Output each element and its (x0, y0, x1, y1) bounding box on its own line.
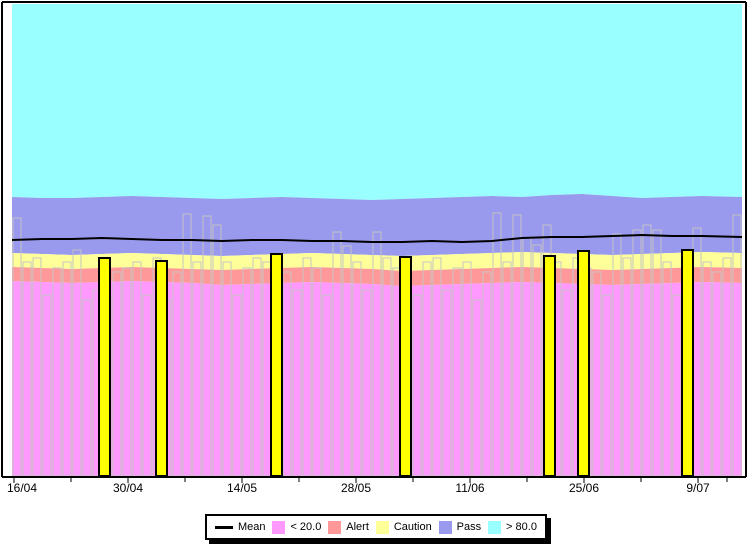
band-gt80 (12, 4, 742, 200)
x-axis-label: 30/04 (113, 481, 143, 495)
yellow-bar (681, 249, 694, 477)
legend-item-lt20: < 20.0 (272, 520, 322, 534)
caution-swatch (375, 520, 389, 534)
alert-swatch (328, 520, 342, 534)
legend-label: Alert (346, 520, 369, 533)
gt80-swatch (488, 520, 502, 534)
yellow-bar (399, 256, 412, 477)
legend-item-pass: Pass (438, 520, 482, 534)
mean-line (11, 233, 743, 244)
legend-item-caution: Caution (375, 520, 432, 534)
yellow-bar (155, 260, 168, 477)
yellow-bar (543, 255, 556, 477)
legend-label: Pass (456, 520, 482, 533)
yellow-bar (270, 253, 283, 477)
yellow-bar (98, 257, 111, 477)
legend-label: Caution (393, 520, 432, 533)
legend-label: > 80.0 (506, 520, 537, 533)
x-axis-label: 25/06 (569, 481, 599, 495)
x-axis-label: 9/07 (686, 481, 710, 495)
chart-legend: Mean < 20.0 Alert Caution Pass > 80.0 (205, 514, 547, 540)
legend-item-alert: Alert (328, 520, 369, 534)
legend-label: < 20.0 (290, 520, 322, 533)
x-axis-label: 11/06 (455, 481, 484, 495)
band-lt20 (12, 281, 742, 477)
x-axis-label: 28/05 (341, 481, 371, 495)
mean-line-swatch (215, 525, 233, 529)
legend-label: Mean (238, 520, 266, 533)
band-alert (12, 267, 742, 286)
lt20-swatch (272, 520, 286, 534)
x-axis-label: 14/05 (227, 481, 257, 495)
legend-item-gt80: > 80.0 (488, 520, 537, 534)
band-caution (12, 252, 742, 271)
yellow-bar (577, 250, 590, 477)
legend-item-mean: Mean (215, 520, 266, 533)
pass-swatch (438, 520, 452, 534)
x-axis-label: 16/04 (7, 481, 37, 495)
